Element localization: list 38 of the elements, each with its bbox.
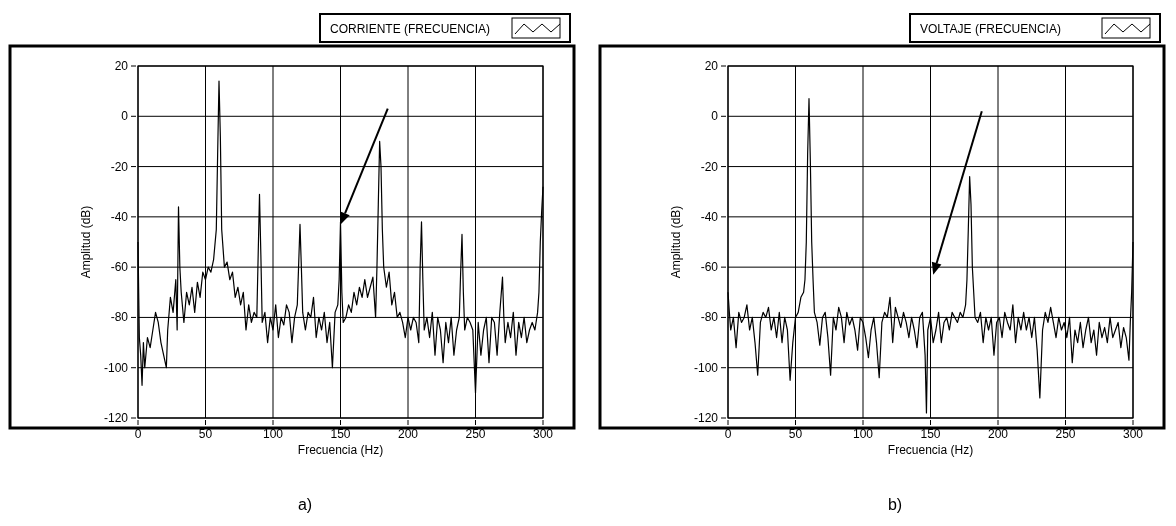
x-tick-label: 0: [724, 427, 732, 441]
y-tick-label: -100: [693, 360, 719, 375]
y-tick-label: -120: [693, 411, 719, 425]
y-tick-label: 20: [704, 59, 719, 73]
y-axis-title: Amplitud (dB): [79, 205, 93, 279]
x-axis-title: Frecuencia (Hz): [297, 443, 384, 457]
y-tick-label: -60: [110, 260, 129, 275]
y-tick-label: -80: [110, 310, 129, 325]
x-tick-label: 50: [788, 427, 803, 441]
y-tick-label: -120: [103, 411, 129, 425]
text: b): [887, 496, 903, 513]
x-tick-label: 100: [852, 427, 874, 441]
y-tick-label: -20: [110, 159, 129, 174]
y-tick-label: 0: [711, 109, 719, 124]
y-axis-title: Amplitud (dB): [669, 205, 683, 279]
x-tick-label: 100: [262, 427, 284, 441]
y-tick-label: -20: [700, 159, 719, 174]
y-tick-label: -60: [700, 260, 719, 275]
text: VOLTAJE (FRECUENCIA): [920, 22, 1061, 36]
x-axis-title: Frecuencia (Hz): [887, 443, 974, 457]
legend-label: CORRIENTE (FRECUENCIA): [330, 22, 491, 36]
x-tick-label: 250: [1055, 427, 1076, 441]
x-tick-label: 150: [330, 427, 351, 441]
y-tick-label: -40: [700, 209, 719, 224]
y-tick-label: 0: [121, 109, 129, 124]
y-tick-label: -80: [700, 310, 719, 325]
x-tick-label: 0: [134, 427, 142, 441]
y-tick-label: -40: [110, 209, 129, 224]
text: a): [297, 496, 313, 513]
x-tick-label: 300: [532, 427, 554, 441]
x-tick-label: 300: [1122, 427, 1144, 441]
x-tick-label: 200: [987, 427, 1009, 441]
x-tick-label: 200: [397, 427, 419, 441]
y-tick-label: 20: [114, 59, 129, 73]
x-tick-label: 50: [198, 427, 213, 441]
x-tick-label: 150: [920, 427, 941, 441]
y-tick-label: -100: [103, 360, 129, 375]
x-tick-label: 250: [465, 427, 486, 441]
